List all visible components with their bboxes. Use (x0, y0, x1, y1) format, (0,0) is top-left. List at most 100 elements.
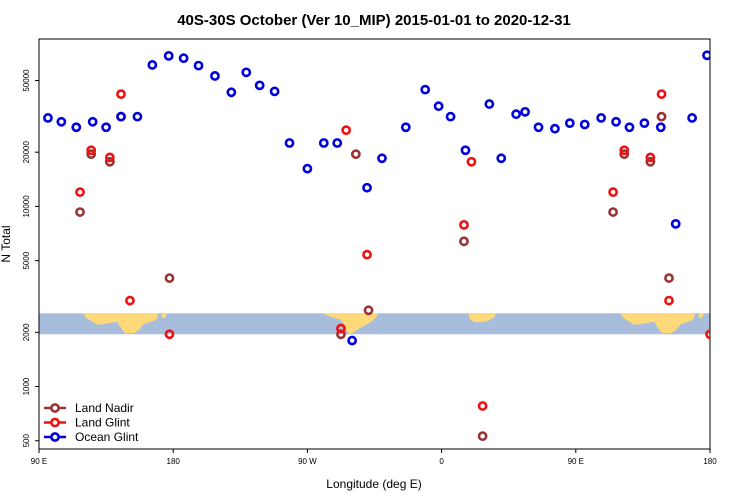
series-land-glint (75, 89, 710, 411)
world-map-band (39, 313, 710, 335)
legend-item-ocean-glint: Ocean Glint (44, 430, 139, 444)
land-new-zealand (161, 313, 167, 319)
land-glint-point (125, 295, 135, 306)
legend-label: Land Glint (75, 416, 130, 430)
land-glint-point (341, 125, 352, 136)
legend-item-land-glint: Land Glint (44, 416, 130, 430)
ocean-glint-point (226, 87, 237, 98)
y-tick-label: 10000 (22, 195, 31, 218)
y-axis-label: N Total (0, 225, 13, 262)
ocean-glint-point (511, 109, 522, 120)
y-tick-label: 500 (22, 434, 31, 448)
ocean-glint-point (611, 116, 621, 127)
ocean-glint-point (116, 111, 126, 122)
ocean-glint-point (101, 122, 111, 133)
land-nadir-point (350, 149, 361, 160)
y-tick-label: 1000 (22, 377, 31, 395)
ocean-glint-point (687, 113, 698, 123)
land-glint-point (116, 89, 126, 100)
ocean-glint-point (163, 50, 174, 61)
ocean-glint-point (420, 84, 431, 95)
x-tick-label: 90 E (568, 457, 584, 466)
ocean-glint-point (318, 138, 329, 148)
legend-item-land-nadir: Land Nadir (44, 401, 134, 415)
data-points (43, 50, 710, 442)
x-tick-label: 90 E (31, 457, 47, 466)
ocean-glint-point (533, 122, 544, 133)
series-ocean-glint (43, 50, 710, 346)
land-glint-point (459, 219, 469, 230)
land-glint-point (656, 89, 667, 100)
land-nadir-point (608, 207, 618, 217)
x-axis-label: Longitude (deg E) (326, 477, 421, 491)
ocean-glint-point (269, 86, 280, 97)
ocean-glint-point (550, 123, 560, 134)
ocean-glint-point (433, 101, 444, 112)
land-nadir-point (104, 156, 115, 167)
land-nadir-point (363, 305, 374, 316)
ocean-glint-point (241, 67, 252, 78)
land-glint-point (336, 323, 346, 334)
ocean-glint-point (362, 182, 372, 193)
y-tick-label: 2000 (22, 323, 31, 341)
land-glint-point (164, 329, 175, 340)
ocean-glint-point (655, 122, 666, 133)
land-glint-point (86, 145, 97, 156)
ocean-glint-point (71, 122, 82, 133)
land-south-america (322, 313, 378, 335)
y-tick-label: 20000 (22, 141, 31, 164)
land-glint-point (477, 401, 488, 411)
ocean-glint-point (87, 116, 98, 127)
y-tick-label: 5000 (22, 251, 31, 269)
land-nadir-point (459, 236, 469, 247)
land-nadir-point (619, 149, 630, 160)
land-glint-point (619, 145, 630, 156)
x-tick-label: 0 (439, 457, 444, 466)
legend-label: Land Nadir (75, 401, 134, 415)
ocean-glint-point (624, 122, 635, 133)
ocean-glint-point (284, 138, 295, 148)
ocean-glint-point (579, 119, 590, 130)
ocean-glint-point (347, 335, 358, 346)
plot-frame (38, 38, 711, 450)
land-nadir-point (336, 329, 346, 340)
x-tick-label: 90 W (298, 457, 317, 466)
land-glint-point (705, 329, 710, 340)
ocean-glint-point (484, 99, 495, 109)
ocean-glint-point (147, 60, 158, 70)
x-tick-label: 180 (167, 457, 181, 466)
land-new-zealand (698, 313, 704, 319)
land-glint-point (664, 295, 674, 306)
ocean-glint-point (132, 111, 143, 122)
land-nadir-point (664, 273, 674, 283)
x-tick-label: 180 (703, 457, 717, 466)
ocean-glint-point (377, 153, 387, 164)
land-glint-point (608, 187, 618, 198)
ocean-glint-point (496, 153, 507, 164)
ocean-band (39, 313, 710, 335)
land-glint-point (466, 156, 477, 167)
ocean-glint-point (302, 163, 313, 174)
land-australia (620, 313, 695, 334)
ocean-glint-point (596, 113, 607, 123)
land-glint-point (104, 152, 115, 163)
ocean-glint-point (702, 50, 710, 61)
chart-title: 40S-30S October (Ver 10_MIP) 2015-01-01 … (177, 12, 571, 29)
ocean-glint-point (445, 111, 456, 122)
ocean-glint-point (56, 116, 67, 127)
land-nadir-point (645, 156, 656, 167)
land-nadir-point (477, 431, 488, 442)
ocean-glint-point (460, 145, 471, 156)
ocean-glint-point (43, 113, 53, 123)
land-nadir-point (164, 273, 175, 283)
land-nadir-point (75, 207, 85, 217)
y-axis: 500 1000 2000 5000 10000 20000 50000 (22, 69, 39, 448)
ocean-glint-point (254, 80, 265, 91)
x-axis: 90 E 180 90 W 0 90 E 180 (31, 449, 717, 466)
ocean-glint-point (210, 71, 220, 81)
legend-marker (50, 432, 60, 442)
ocean-glint-point (520, 106, 531, 117)
land-nadir-point (656, 111, 667, 122)
ocean-glint-point (178, 53, 189, 64)
